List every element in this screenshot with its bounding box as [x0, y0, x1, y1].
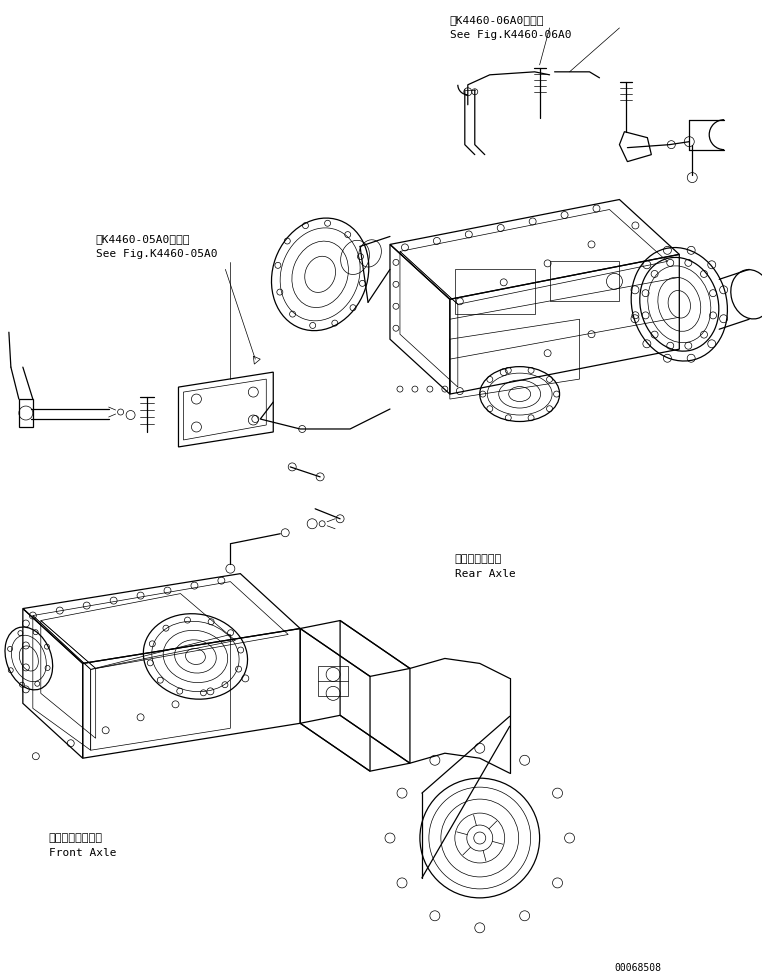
Bar: [19, 399, 33, 427]
Text: Rear Axle: Rear Axle: [455, 568, 516, 578]
Text: 第K4460-06A0図参照: 第K4460-06A0図参照: [450, 15, 544, 25]
Text: See Fig.K4460-05A0: See Fig.K4460-05A0: [95, 250, 217, 259]
Text: See Fig.K4460-06A0: See Fig.K4460-06A0: [450, 30, 571, 40]
Bar: [455, 269, 535, 314]
Text: 第K4460-05A0図参照: 第K4460-05A0図参照: [95, 234, 190, 245]
Bar: [549, 261, 620, 301]
Bar: [318, 667, 348, 696]
Text: 00068508: 00068508: [614, 962, 662, 973]
Text: フロントアクスル: フロントアクスル: [49, 833, 103, 843]
Text: Front Axle: Front Axle: [49, 848, 116, 858]
Text: リヤーアクスル: リヤーアクスル: [455, 554, 502, 564]
